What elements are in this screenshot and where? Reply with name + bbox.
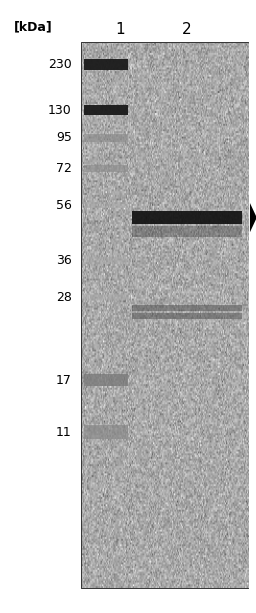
Text: 95: 95 <box>56 131 72 145</box>
Text: 36: 36 <box>56 254 72 267</box>
Text: 56: 56 <box>56 199 72 212</box>
Text: 2: 2 <box>182 22 192 37</box>
Text: 28: 28 <box>56 291 72 304</box>
FancyBboxPatch shape <box>84 105 128 115</box>
FancyBboxPatch shape <box>132 211 242 224</box>
Text: 11: 11 <box>56 425 72 439</box>
FancyBboxPatch shape <box>132 226 242 237</box>
FancyBboxPatch shape <box>84 425 128 439</box>
FancyBboxPatch shape <box>84 165 128 172</box>
FancyBboxPatch shape <box>84 202 128 208</box>
FancyBboxPatch shape <box>84 59 128 70</box>
Text: 17: 17 <box>56 373 72 387</box>
FancyBboxPatch shape <box>132 305 242 311</box>
Text: [kDa]: [kDa] <box>14 21 53 34</box>
Polygon shape <box>250 203 256 232</box>
FancyBboxPatch shape <box>84 374 128 386</box>
FancyBboxPatch shape <box>84 294 128 300</box>
Text: 230: 230 <box>48 58 72 71</box>
FancyBboxPatch shape <box>84 134 128 142</box>
FancyBboxPatch shape <box>84 257 128 264</box>
Text: 72: 72 <box>56 162 72 175</box>
Text: 130: 130 <box>48 104 72 117</box>
FancyBboxPatch shape <box>132 313 242 319</box>
Text: 1: 1 <box>115 22 125 37</box>
FancyBboxPatch shape <box>82 43 248 588</box>
